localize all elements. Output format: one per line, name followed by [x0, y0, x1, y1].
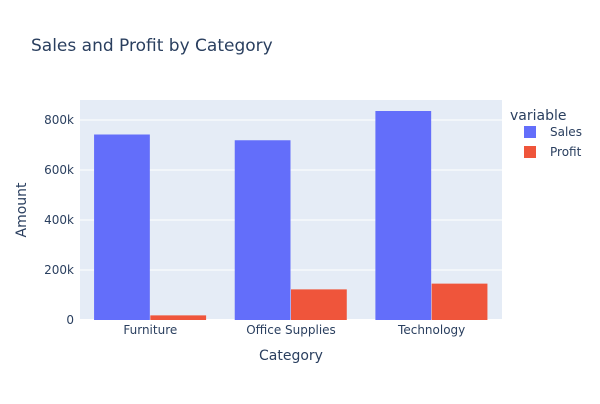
y-tick-label: 400k: [44, 213, 74, 227]
legend-swatch: [524, 146, 536, 158]
x-axis-ticks: Furniture Office Supplies Technology: [123, 323, 465, 337]
x-tick-label: Office Supplies: [246, 323, 336, 337]
y-axis-ticks: 0 200k 400k 600k 800k: [44, 113, 74, 327]
legend-items: Sales Profit: [524, 125, 582, 159]
legend: variable Sales Profit: [510, 108, 582, 159]
bar-sales-office-supplies: [234, 140, 291, 320]
legend-swatch: [524, 126, 536, 138]
legend-item-profit[interactable]: Profit: [524, 145, 582, 159]
bar-sales-technology: [375, 111, 432, 320]
bar-profit-office-supplies: [291, 289, 347, 320]
legend-label: Profit: [550, 145, 582, 159]
y-tick-label: 600k: [44, 163, 74, 177]
x-axis-title: Category: [259, 348, 323, 364]
bar-profit-technology: [431, 283, 488, 320]
x-tick-label: Furniture: [123, 323, 177, 337]
y-axis-title: Amount: [14, 182, 30, 238]
legend-label: Sales: [550, 125, 582, 139]
y-tick-label: 200k: [44, 263, 74, 277]
plot-background: [80, 100, 502, 320]
bar-sales-furniture: [94, 134, 150, 320]
bar-profit-furniture: [150, 315, 207, 320]
y-tick-label: 800k: [44, 113, 74, 127]
legend-title: variable: [510, 108, 566, 124]
bars: [94, 111, 488, 320]
x-tick-label: Technology: [397, 323, 465, 337]
chart-title: Sales and Profit by Category: [31, 36, 273, 56]
legend-item-sales[interactable]: Sales: [524, 125, 582, 139]
y-tick-label: 0: [66, 313, 74, 327]
